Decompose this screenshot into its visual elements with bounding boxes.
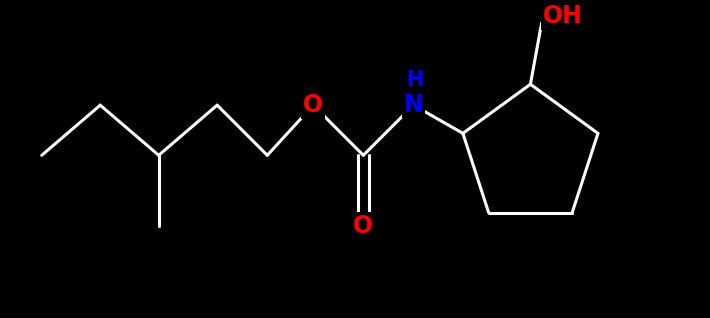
Text: OH: OH bbox=[543, 4, 583, 28]
Text: N: N bbox=[403, 93, 423, 117]
Text: H: H bbox=[406, 70, 424, 90]
Text: O: O bbox=[303, 93, 323, 117]
Text: O: O bbox=[354, 214, 373, 238]
